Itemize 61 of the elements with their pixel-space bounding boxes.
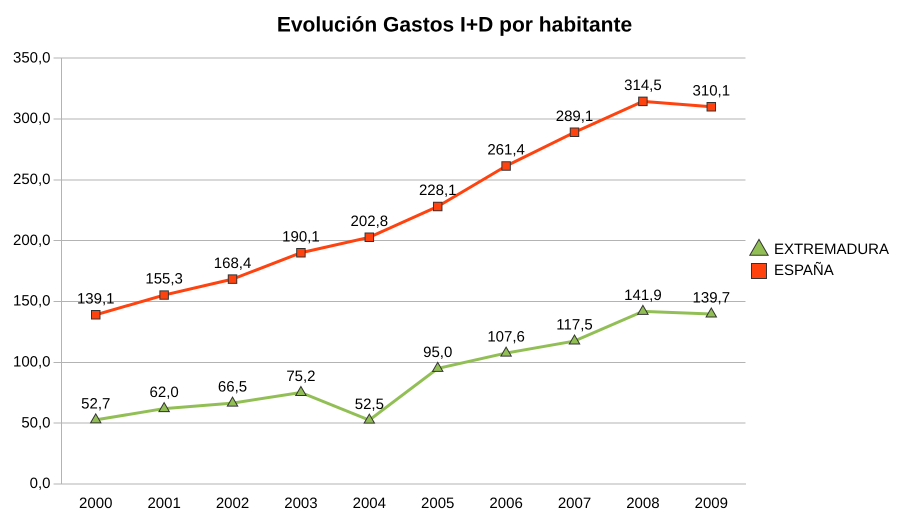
point	[159, 290, 169, 300]
y-tick-label: 350,0	[12, 49, 51, 66]
point	[706, 102, 716, 112]
point	[432, 202, 442, 212]
data-label: 95,0	[423, 344, 452, 362]
data-label: 289,1	[556, 108, 594, 125]
point	[432, 362, 444, 372]
point	[706, 308, 717, 318]
x-tick-label: 2000	[79, 495, 112, 512]
point	[90, 310, 100, 320]
data-label: 228,1	[418, 182, 456, 200]
data-label: 168,4	[214, 254, 252, 272]
point	[568, 334, 580, 345]
data-label: 75,2	[286, 368, 316, 386]
x-tick-label: 2006	[489, 495, 523, 512]
x-tick-label: 2007	[558, 495, 592, 512]
point	[158, 402, 170, 412]
y-tick-label: 250,0	[12, 171, 51, 188]
x-tick-label: 2002	[216, 495, 250, 512]
point	[364, 232, 374, 242]
data-label: 107,6	[487, 328, 525, 346]
data-label: 261,4	[487, 142, 525, 159]
data-label: 310,1	[692, 82, 730, 100]
data-label: 139,7	[692, 290, 730, 307]
point	[364, 414, 376, 424]
x-tick-label: 2003	[284, 495, 318, 512]
x-tick-label: 2004	[352, 495, 386, 512]
y-tick-label: 150,0	[12, 292, 51, 310]
data-label: 52,5	[354, 396, 384, 413]
data-label: 202,8	[350, 212, 388, 230]
point	[570, 128, 580, 138]
point	[500, 346, 512, 357]
point	[228, 274, 238, 284]
y-tick-label: 200,0	[12, 232, 51, 249]
x-tick-label: 2001	[147, 495, 181, 512]
x-tick-label: 2009	[694, 495, 728, 512]
legend-label: EXTREMADURA	[774, 241, 890, 258]
x-tick-label: 2005	[421, 495, 454, 512]
data-label: 52,7	[81, 396, 110, 413]
point	[295, 386, 307, 396]
data-label: 62,0	[150, 384, 179, 402]
data-label: 155,3	[145, 270, 183, 288]
x-tick-label: 2008	[626, 495, 660, 512]
data-label: 66,5	[218, 378, 248, 396]
y-tick-label: 50,0	[21, 414, 51, 432]
data-label: 117,5	[556, 316, 593, 334]
point	[637, 304, 649, 315]
data-label: 141,9	[624, 287, 662, 304]
legend-label: ESPAÑA	[774, 261, 834, 280]
point	[501, 161, 511, 171]
chart-title: Evolución Gastos I+D por habitante	[276, 13, 632, 36]
y-tick-label: 100,0	[12, 353, 51, 370]
data-label: 190,1	[282, 228, 320, 246]
point	[638, 96, 648, 106]
data-label: 139,1	[76, 290, 115, 308]
data-label: 314,5	[624, 77, 662, 94]
y-tick-label: 300,0	[12, 110, 51, 128]
y-tick-label: 0,0	[30, 475, 51, 492]
point	[226, 396, 238, 407]
point	[90, 413, 102, 424]
point	[296, 248, 306, 258]
